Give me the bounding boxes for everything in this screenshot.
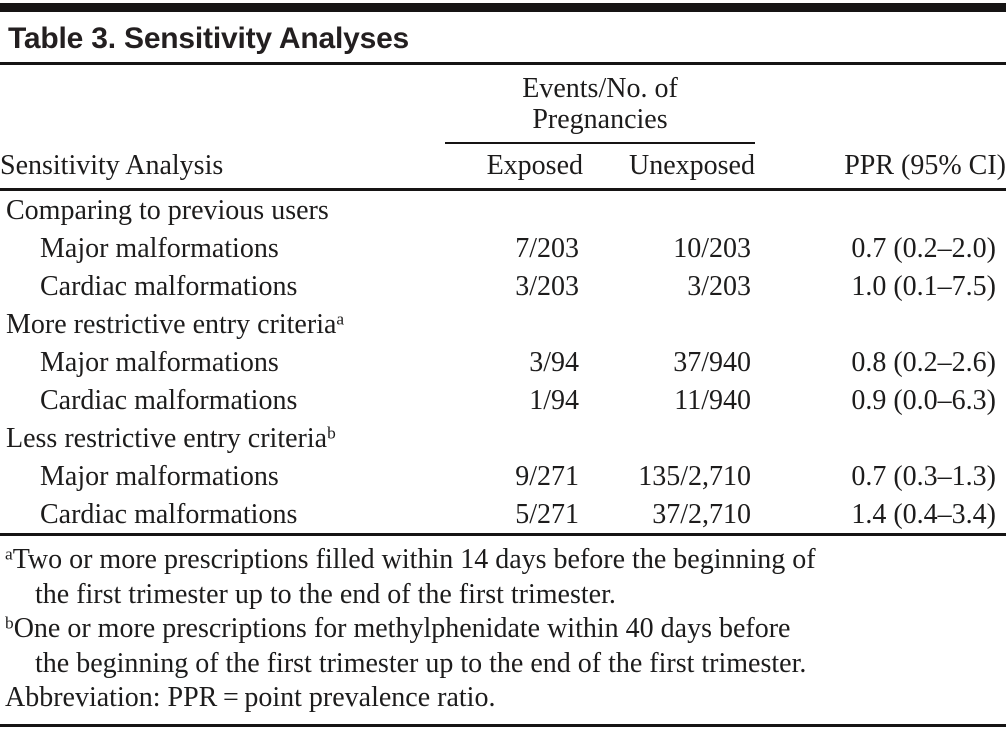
spanner-header-events-no-of-pregnancies: Events/No. of Pregnancies (445, 65, 755, 144)
cell-unexposed: 3/203 (687, 270, 751, 302)
row-label: Cardiac malformations (40, 384, 298, 416)
cell-unexposed: 11/940 (674, 384, 751, 416)
cell-exposed: 3/94 (529, 346, 579, 378)
cell-ppr: 1.4 (0.4–3.4) (755, 495, 1006, 536)
cell-unexposed: 37/940 (673, 346, 751, 378)
cell-unexposed: 135/2,710 (638, 460, 751, 492)
top-rule (0, 3, 1006, 12)
table-row-major-malformations: Major malformations 9/271 135/2,710 0.7 … (0, 457, 1006, 495)
footnote-a: aTwo or more prescriptions filled within… (5, 543, 1006, 612)
table-row-cardiac-malformations: Cardiac malformations 5/271 37/2,710 1.4… (0, 495, 1006, 536)
table-title: Table 3. Sensitivity Analyses (8, 22, 410, 55)
group-row-less-restrictive-entry-criteria: Less restrictive entry criteriab (0, 419, 1006, 457)
col-header-exposed: Exposed (445, 143, 583, 191)
table-row-major-malformations: Major malformations 7/203 10/203 0.7 (0.… (0, 229, 1006, 267)
bottom-rule (0, 723, 1006, 727)
row-label: Cardiac malformations (0, 495, 445, 536)
spanner-line-2: Pregnancies (532, 104, 668, 135)
footnote-a-text: Two or more prescriptions filled within … (12, 544, 816, 575)
group-label: More restrictive entry criteriaa (0, 305, 1006, 343)
footnote-a-line-1: aTwo or more prescriptions filled within… (5, 543, 1006, 578)
footnote-a-line-2: the first trimester up to the end of the… (35, 578, 616, 610)
spanner-line-1: Events/No. of (522, 73, 678, 104)
spanner-row: Events/No. of Pregnancies (0, 65, 1006, 144)
row-label: Major malformations (40, 346, 279, 378)
cell-exposed: 5/271 (445, 495, 583, 536)
footnote-b-marker: b (5, 613, 14, 633)
cell-exposed: 7/203 (515, 232, 579, 264)
sensitivity-analyses-table: Events/No. of Pregnancies Sensitivity An… (0, 65, 1006, 536)
spanner-blank-stub (0, 65, 445, 143)
column-header-row: Sensitivity Analysis Exposed Unexposed P… (0, 143, 1006, 191)
footnote-b-line-1: bOne or more prescriptions for methylphe… (5, 612, 1006, 647)
col-header-sensitivity-analysis: Sensitivity Analysis (0, 143, 445, 191)
footnote-a-marker: a (5, 544, 13, 564)
group-superscript-b: b (327, 422, 336, 442)
cell-ppr: 0.9 (0.0–6.3) (851, 384, 996, 416)
group-row-more-restrictive-entry-criteria: More restrictive entry criteriaa (0, 305, 1006, 343)
cell-ppr: 0.7 (0.3–1.3) (851, 460, 996, 492)
title-rule (0, 62, 1006, 65)
abbreviation-note: Abbreviation: PPR = point prevalence rat… (5, 682, 496, 713)
row-label: Major malformations (40, 460, 279, 492)
group-row-comparing-to-previous-users: Comparing to previous users (0, 190, 1006, 230)
table-row-cardiac-malformations: Cardiac malformations 1/94 11/940 0.9 (0… (0, 381, 1006, 419)
group-label: Comparing to previous users (0, 190, 1006, 230)
group-label-text: Comparing to previous users (6, 194, 329, 226)
cell-exposed: 1/94 (529, 384, 579, 416)
footnotes-block: aTwo or more prescriptions filled within… (5, 543, 1006, 716)
table-row-cardiac-malformations: Cardiac malformations 3/203 3/203 1.0 (0… (0, 267, 1006, 305)
cell-unexposed: 10/203 (673, 232, 751, 264)
cell-ppr: 0.8 (0.2–2.6) (851, 346, 996, 378)
cell-ppr: 1.0 (0.1–7.5) (851, 270, 996, 302)
group-superscript-a: a (336, 308, 345, 328)
col-header-ppr-95-ci: PPR (95% CI) (755, 143, 1006, 191)
cell-exposed: 3/203 (515, 270, 579, 302)
group-label: Less restrictive entry criteriab (0, 419, 1006, 457)
footnote-b-line-2: the beginning of the first trimester up … (35, 647, 807, 679)
row-label: Major malformations (40, 232, 279, 264)
cell-ppr: 0.7 (0.2–2.0) (851, 232, 996, 264)
row-label: Cardiac malformations (40, 270, 298, 302)
footnote-b: bOne or more prescriptions for methylphe… (5, 612, 1006, 681)
group-label-text: Less restrictive entry criteria (6, 422, 328, 454)
group-label-text: More restrictive entry criteria (6, 308, 337, 340)
col-header-unexposed: Unexposed (583, 143, 755, 191)
footnote-b-text: One or more prescriptions for methylphen… (13, 613, 791, 644)
cell-unexposed: 37/2,710 (583, 495, 755, 536)
spanner-blank-ppr (755, 65, 1006, 143)
cell-exposed: 9/271 (515, 460, 579, 492)
table-row-major-malformations: Major malformations 3/94 37/940 0.8 (0.2… (0, 343, 1006, 381)
